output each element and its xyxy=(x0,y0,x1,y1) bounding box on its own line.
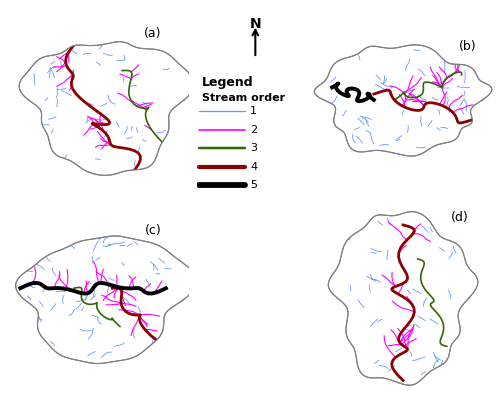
Text: 4: 4 xyxy=(250,162,257,172)
Text: Legend: Legend xyxy=(202,76,254,89)
Text: (d): (d) xyxy=(452,211,469,224)
Text: (b): (b) xyxy=(459,40,476,53)
Text: (c): (c) xyxy=(144,224,162,237)
Polygon shape xyxy=(16,236,196,364)
Text: 3: 3 xyxy=(250,143,257,153)
Text: Stream order: Stream order xyxy=(202,93,285,103)
Polygon shape xyxy=(314,45,492,156)
Text: N: N xyxy=(250,17,261,32)
Text: (a): (a) xyxy=(144,27,162,40)
Polygon shape xyxy=(328,212,478,385)
Text: 1: 1 xyxy=(250,106,257,117)
Polygon shape xyxy=(19,42,194,175)
Text: 5: 5 xyxy=(250,180,257,190)
Text: 2: 2 xyxy=(250,125,257,135)
